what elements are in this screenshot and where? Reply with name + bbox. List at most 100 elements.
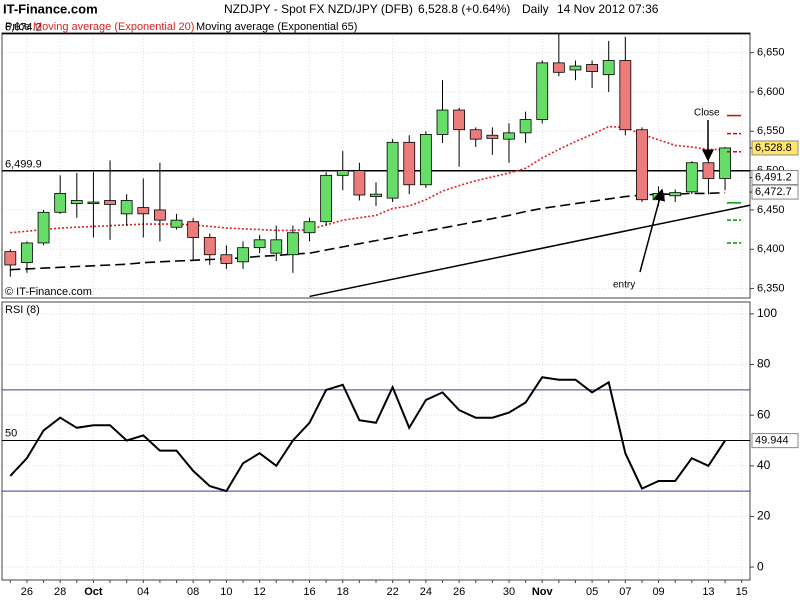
price-label: 6,491.2 (755, 171, 792, 183)
trendline (309, 204, 751, 298)
candle-body (54, 193, 67, 213)
candle-body (154, 209, 166, 221)
series-line (10, 191, 726, 271)
x-tick-label: 26 (21, 586, 33, 598)
y-tick-label: 6,650 (757, 47, 785, 59)
candle-body (719, 147, 731, 179)
instrument: NZDJPY - Spot FX NZD/JPY (DFB) (224, 2, 413, 16)
candle-body (685, 162, 698, 193)
x-tick-label: 04 (137, 586, 149, 598)
y-tick-label: 0 (757, 559, 764, 573)
x-tick-label: 16 (303, 586, 315, 598)
x-tick-label: 09 (652, 586, 664, 598)
candle-body (669, 192, 682, 197)
candle-body (636, 129, 648, 201)
y-tick-label: 6,600 (757, 86, 785, 98)
rsi-panel (1, 301, 751, 581)
candle-body (586, 64, 598, 72)
candle-body (187, 221, 200, 238)
series-line (9, 376, 726, 493)
x-tick-label: 28 (54, 586, 66, 598)
price-label-box (751, 184, 799, 200)
candle-body (602, 60, 615, 76)
candle-body (619, 60, 632, 131)
y-tick-label: 6,350 (757, 282, 785, 294)
candle-body (519, 119, 532, 134)
annotation-entry: entry (613, 280, 635, 291)
legend-price: Price (5, 21, 30, 33)
x-tick-label: 05 (586, 586, 598, 598)
x-tick-label: 13 (702, 586, 714, 598)
watermark: © IT-Finance.com (5, 286, 92, 298)
candle-body (469, 129, 482, 140)
reference-label: 6,674.2 (5, 22, 42, 34)
candle-body (286, 232, 299, 256)
candle-body (370, 193, 382, 197)
y-tick-label: 6,400 (757, 243, 785, 255)
candle-body (70, 200, 83, 205)
x-tick-label: 10 (220, 586, 232, 598)
timestamp: 14 Nov 2012 07:36 (557, 2, 659, 16)
price-label: 6,472.7 (755, 186, 792, 198)
x-tick-label: 12 (254, 586, 266, 598)
candle-body (702, 162, 715, 179)
x-tick-label: 18 (337, 586, 349, 598)
candle-body (220, 254, 233, 264)
y-tick-label: 80 (757, 357, 771, 371)
site-name: IT-Finance.com (3, 1, 98, 16)
y-tick-label: 6,550 (757, 125, 785, 137)
candle-body (203, 237, 216, 256)
candle-body (137, 207, 150, 215)
candle-body (4, 251, 17, 266)
y-tick-label: 100 (757, 306, 777, 320)
legend-ema65: Moving average (Exponential 65) (196, 21, 357, 33)
candle-body (453, 109, 466, 131)
price-label-box (751, 170, 799, 186)
period: Daily (522, 2, 549, 16)
y-tick-label: 20 (757, 509, 771, 523)
candle-body (353, 170, 366, 196)
x-tick-label: 22 (386, 586, 398, 598)
x-tick-label: 15 (736, 586, 748, 598)
value-label-box (751, 433, 799, 449)
legend-ema20: Moving average (Exponential 20) (33, 21, 194, 33)
price-label-box (751, 140, 799, 156)
y-tick-label: 60 (757, 407, 771, 421)
x-tick-label: 07 (619, 586, 631, 598)
candle-body (170, 219, 183, 228)
candle-body (436, 109, 449, 135)
x-tick-label: 08 (187, 586, 199, 598)
x-tick-label: Oct (84, 586, 103, 598)
x-tick-label: 24 (420, 586, 432, 598)
candle-body (303, 221, 316, 234)
candle-body (253, 239, 266, 249)
candle-body (486, 134, 499, 139)
candle-body (336, 170, 349, 176)
candle-body (237, 247, 249, 263)
rsi-title: RSI (8) (5, 304, 40, 316)
candle-body (320, 174, 333, 223)
value-label: 49.944 (755, 435, 789, 447)
candle-body (536, 62, 549, 120)
reference-label: 6,499.9 (5, 159, 42, 171)
candle-body (403, 141, 416, 186)
candle-body (270, 239, 283, 254)
midline-label: 50 (5, 427, 17, 439)
x-tick-label: 26 (453, 586, 465, 598)
candle-body (87, 201, 100, 205)
last-price: 6,528.8 (+0.64%) (418, 2, 510, 16)
candle-body (37, 211, 50, 244)
price-label: 6,528.8 (755, 142, 792, 154)
entry-arrow (639, 188, 666, 273)
candle-body (419, 134, 432, 186)
y-tick-label: 40 (757, 458, 771, 472)
candle-body (503, 132, 515, 140)
candle-body (552, 62, 565, 73)
annotation-close: Close (694, 108, 720, 119)
y-tick-label: 6,450 (757, 204, 785, 216)
candle-body (569, 65, 582, 71)
plot-layer: 6,3506,4006,4506,5006,5506,6006,65002040… (2, 22, 799, 598)
candle-body (652, 193, 665, 201)
candle-body (120, 200, 133, 215)
